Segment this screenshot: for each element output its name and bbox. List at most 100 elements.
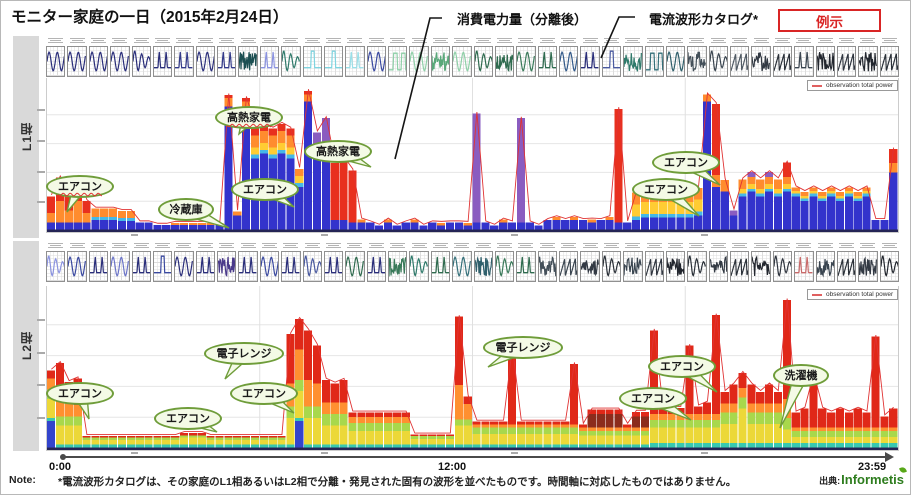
waveform-plot [794,46,814,77]
note-label: Note: [9,474,36,486]
waveform-plot [195,46,215,77]
appliance-callout: エアコン [154,406,222,430]
waveform-cell-caption [324,241,343,251]
appliance-callout: 高熱家電 [304,139,372,163]
waveform-plot [708,251,728,282]
waveform-cell-caption [196,36,215,46]
waveform-plot [751,251,771,282]
waveform-cell-caption [474,36,493,46]
waveform-plot [452,46,472,77]
waveform-cell-caption [217,241,236,251]
waveform-cell [879,241,899,286]
waveform-cell [217,36,237,78]
waveform-cell-caption [67,36,86,46]
y-axis-tick [37,140,45,142]
waveform-plot [559,46,579,77]
appliance-callout-label: エアコン [660,361,704,373]
waveform-cell-caption [132,36,151,46]
waveform-plot [601,251,622,282]
y-axis-tick [37,171,45,173]
waveform-cell-caption [837,241,856,251]
waveform-plot [580,46,600,77]
waveform-cell [580,241,600,286]
waveform-cell [751,241,771,286]
waveform-cell-caption [281,36,300,46]
waveform-cell-caption [773,241,792,251]
appliance-callout: 電子レンジ [203,341,285,365]
waveform-cell-caption [559,241,578,251]
waveform-cell [623,241,643,286]
waveform-cell-caption [388,36,407,46]
waveform-cell-caption [794,241,813,251]
appliance-callout-label: 高熱家電 [316,146,360,158]
waveform-plot [238,46,258,77]
waveform-plot [174,46,194,77]
waveform-catalog-strip-l2 [46,241,899,286]
waveform-cell [152,36,173,78]
waveform-plot [217,46,237,77]
phase-label-l2: L2相 [13,241,39,451]
waveform-cell-caption [431,241,450,251]
waveform-cell [302,241,322,286]
waveform-cell-caption [580,36,599,46]
waveform-plot [217,251,237,282]
waveform-cell-caption [345,36,364,46]
waveform-cell-caption [538,241,557,251]
source-credit: 出典: Informetis [813,466,907,487]
waveform-plot [366,46,386,77]
waveform-cell [708,241,728,286]
waveform-cell-caption [46,241,65,251]
time-axis-arrowhead [885,452,894,462]
waveform-cell-caption [516,36,535,46]
waveform-cell [238,241,258,286]
waveform-plot [623,251,643,282]
waveform-cell [601,36,622,78]
waveform-cell [644,36,664,78]
waveform-plot [815,46,835,77]
waveform-plot [430,251,451,282]
waveform-cell [836,241,857,286]
waveform-cell-caption [174,241,193,251]
waveform-plot [67,46,87,77]
waveform-plot [302,251,322,282]
waveform-cell-caption [238,36,257,46]
waveform-plot [281,251,301,282]
waveform-cell-caption [880,36,899,46]
waveform-cell [238,36,258,78]
waveform-cell-caption [858,241,877,251]
waveform-cell-caption [709,241,728,251]
waveform-plot [580,251,600,282]
waveform-cell-caption [645,241,664,251]
waveform-plot [174,251,194,282]
waveform-cell [665,36,686,78]
waveform-cell [259,36,280,78]
waveform-plot [88,46,109,77]
x-axis-tick [131,452,138,454]
appliance-callout: 洗濯機 [773,363,829,387]
waveform-cell-caption [880,241,899,251]
waveform-plot [473,251,493,282]
waveform-cell-caption [794,36,813,46]
waveform-cell [409,241,429,286]
waveform-cell [580,36,600,78]
waveform-plot [366,251,386,282]
y-axis-tick [37,417,45,419]
waveform-cell-caption [153,36,172,46]
waveform-cell [366,36,386,78]
y-axis-tick [37,319,45,321]
waveform-cell-caption [132,241,151,251]
waveform-cell-caption [153,241,172,251]
waveform-plot [452,251,472,282]
time-axis-line [63,456,885,458]
waveform-cell [345,241,365,286]
waveform-cell-caption [110,36,129,46]
waveform-cell [687,241,707,286]
waveform-cell [494,36,515,78]
waveform-plot [601,46,622,77]
waveform-cell-caption [431,36,450,46]
legend-l2: observation total power [807,289,899,300]
waveform-plot [687,251,707,282]
waveform-cell-caption [324,36,343,46]
waveform-cell [687,36,707,78]
waveform-cell-caption [238,241,257,251]
